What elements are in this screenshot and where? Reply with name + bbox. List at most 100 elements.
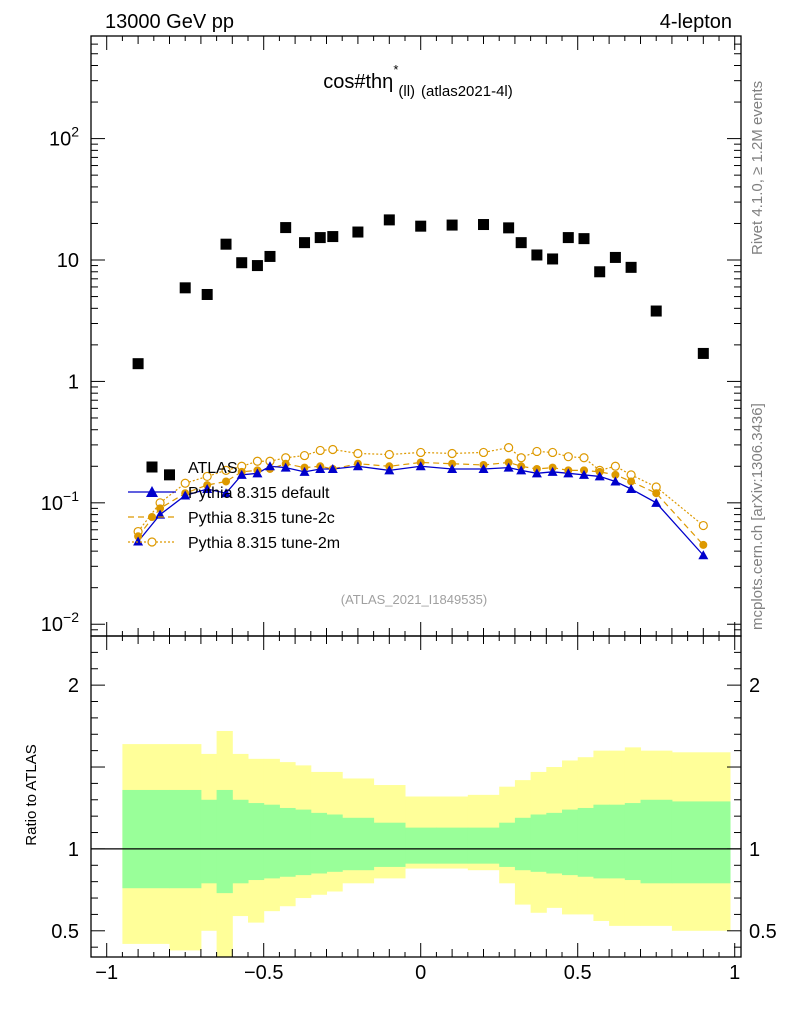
- stat-uncertainty-band: [310, 812, 328, 874]
- stat-uncertainty-band: [467, 827, 500, 864]
- atlas-data-point: [352, 226, 364, 238]
- ratio-y-tick-label: 0.5: [51, 921, 79, 943]
- stat-uncertainty-band: [169, 789, 202, 889]
- tune-2c-point: [222, 477, 231, 486]
- header-energy: 13000 GeV pp: [105, 11, 234, 33]
- tune-2m-point: [416, 447, 426, 458]
- default-point: [503, 462, 514, 472]
- stat-uncertainty-band: [279, 807, 296, 877]
- tune-2m-point: [447, 448, 457, 459]
- title-sup: *: [393, 62, 398, 77]
- default-point: [280, 462, 291, 472]
- stat-uncertainty-band: [122, 789, 171, 889]
- stat-uncertainty-band: [436, 827, 469, 864]
- tune-2m-point: [579, 453, 589, 463]
- default-point: [651, 497, 662, 507]
- tune-2c-point: [504, 458, 513, 467]
- stat-uncertainty-band: [546, 812, 563, 874]
- atlas-data-point: [697, 347, 709, 359]
- tick-base: 10: [57, 250, 79, 272]
- tune-2c-point: [699, 540, 708, 549]
- default-point: [563, 468, 574, 478]
- stat-uncertainty-band: [671, 801, 731, 884]
- atlas-data-point: [515, 237, 527, 249]
- tune-2m-point: [202, 471, 212, 482]
- tune-2m-point: [353, 448, 363, 459]
- atlas-data-point: [314, 232, 326, 244]
- default-point: [547, 466, 558, 476]
- stat-uncertainty-band: [373, 822, 406, 867]
- plot-title: cos#thη*(ll) (atlas2021-4l): [323, 62, 513, 100]
- atlas-data-point: [446, 219, 458, 231]
- x-tick-label: 1: [729, 962, 740, 984]
- tune-2c-point: [448, 459, 457, 468]
- series-line-tune-2c: [137, 461, 704, 546]
- ratio-y-tick-label-right: 1: [749, 839, 760, 861]
- header-process: 4-lepton: [660, 11, 732, 33]
- default-point: [155, 509, 166, 519]
- tune-2m-point: [547, 447, 558, 458]
- default-point: [252, 468, 263, 478]
- default-point: [531, 468, 542, 478]
- tune-2c-point: [134, 532, 143, 541]
- x-tick-label: 0: [415, 962, 426, 984]
- tick-base: 10: [41, 614, 63, 636]
- atlas-data-point: [164, 469, 176, 481]
- atlas-data-point: [327, 231, 339, 243]
- stat-uncertainty-band: [326, 814, 343, 872]
- default-point: [610, 476, 621, 486]
- stat-uncertainty-band: [514, 817, 532, 871]
- series-line-tune-2m: [137, 446, 704, 532]
- tick-exponent: 2: [71, 124, 79, 140]
- default-point: [698, 550, 709, 560]
- tune-2m-point: [478, 447, 489, 458]
- tick-base: 1: [68, 371, 79, 393]
- ratio-y-tick-label-right: 0.5: [749, 921, 777, 943]
- stat-uncertainty-band: [562, 809, 579, 876]
- tune-2m-point: [504, 443, 514, 453]
- atlas-data-point: [562, 232, 574, 244]
- stat-uncertainty-band: [593, 804, 610, 879]
- tune-2m-point: [384, 449, 394, 460]
- tune-2c-point: [611, 470, 620, 479]
- x-tick-label: 0.5: [564, 962, 592, 984]
- default-point: [478, 463, 489, 473]
- tick-base: 10: [49, 129, 71, 151]
- stat-uncertainty-band: [640, 799, 673, 884]
- legend-default-label: Pythia 8.315 default: [188, 485, 330, 502]
- series-line-default: [137, 465, 704, 556]
- ratio-y-tick-label: 1: [68, 839, 79, 861]
- tick-exponent: −1: [63, 488, 79, 504]
- atlas-data-point: [578, 233, 590, 245]
- analysis-id: (ATLAS_2021_I1849535): [341, 592, 487, 607]
- main-y-tick-label: 10−1: [41, 488, 79, 515]
- x-tick-label: −1: [95, 962, 118, 984]
- default-point: [264, 461, 275, 471]
- ratio-y-tick-label: 2: [68, 675, 79, 697]
- atlas-data-point: [220, 238, 232, 250]
- default-point: [236, 469, 247, 479]
- ratio-y-tick-label-right: 2: [749, 675, 760, 697]
- side-rivet-label: Rivet 4.1.0, ≥ 1.2M events: [749, 81, 766, 255]
- default-point: [447, 463, 458, 473]
- ratio-y-axis-label: Ratio to ATLAS: [23, 744, 40, 845]
- default-point: [594, 471, 605, 481]
- default-point: [299, 466, 310, 476]
- tune-2c-point: [156, 504, 165, 513]
- atlas-data-point: [236, 257, 248, 269]
- default-point: [202, 483, 213, 493]
- legend-atlas-marker: [146, 461, 158, 473]
- legend-tune-2c-marker: [148, 513, 156, 521]
- stat-uncertainty-band: [232, 799, 249, 884]
- atlas-data-point: [383, 214, 395, 226]
- legend-tune-2m-marker: [147, 537, 157, 547]
- stat-uncertainty-band: [405, 827, 437, 864]
- atlas-data-point: [179, 282, 191, 294]
- atlas-data-point: [503, 222, 515, 234]
- title-tag: (atlas2021-4l): [421, 83, 513, 100]
- atlas-data-point: [609, 251, 621, 263]
- default-point: [315, 463, 326, 473]
- stat-uncertainty-band: [248, 803, 265, 881]
- tune-2m-point: [299, 450, 310, 461]
